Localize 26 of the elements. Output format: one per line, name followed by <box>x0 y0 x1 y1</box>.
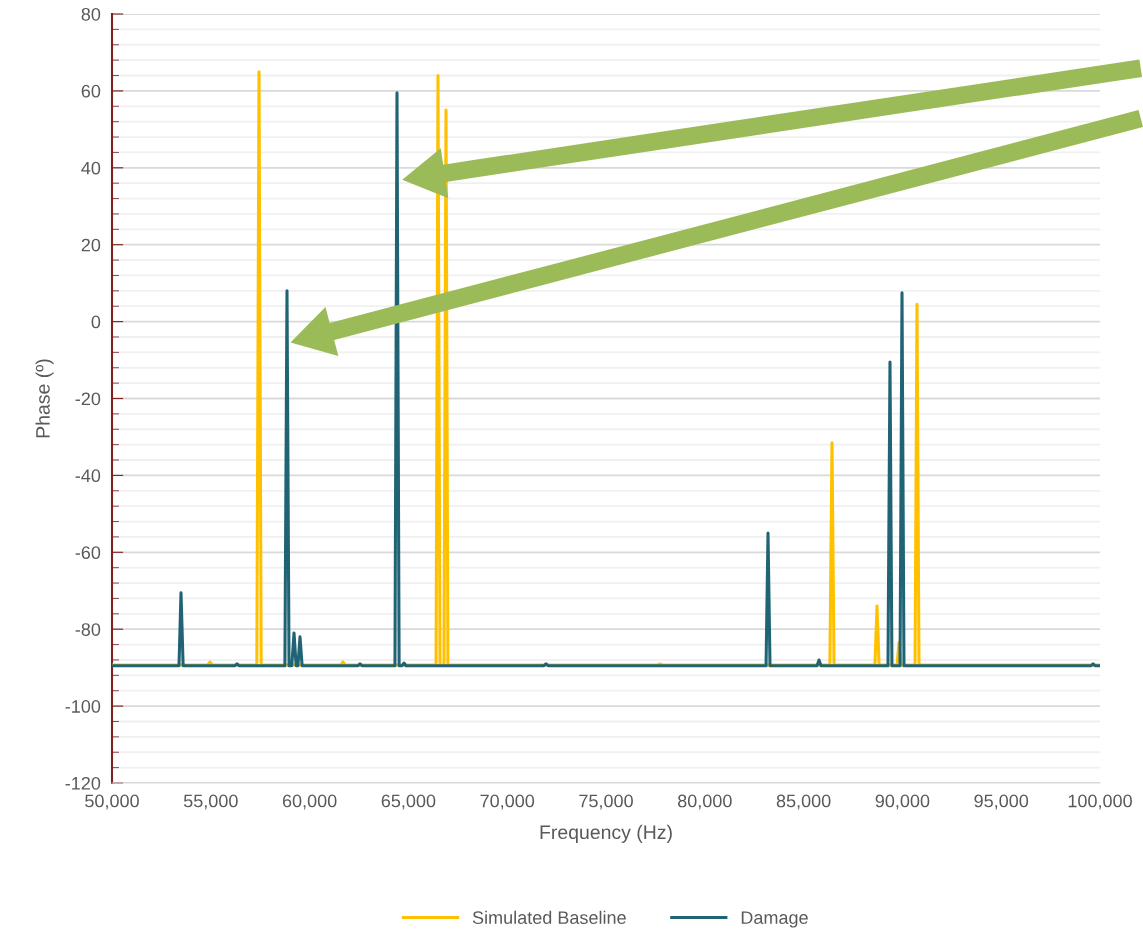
legend-label: Simulated Baseline <box>472 910 626 925</box>
x-tick-label: 85,000 <box>776 794 831 810</box>
y-tick-label: -100 <box>65 700 101 713</box>
y-tick-label: 0 <box>91 315 101 329</box>
x-axis-title: Frequency (Hz) <box>540 824 672 843</box>
y-axis-title: Phase (º) <box>35 359 54 438</box>
y-tick-label: -40 <box>75 469 101 483</box>
y-tick-label: 60 <box>81 84 101 98</box>
y-tick-label: -20 <box>75 392 101 406</box>
x-tick-label: 100,000 <box>1068 794 1132 810</box>
x-tick-label: 50,000 <box>85 794 139 810</box>
x-tick-label: 80,000 <box>677 794 732 810</box>
x-tick-label: 70,000 <box>480 794 535 810</box>
y-tick-label: -80 <box>75 623 101 636</box>
x-tick-label: 60,000 <box>282 794 337 810</box>
y-tick-label: 80 <box>81 7 101 21</box>
x-tick-label: 95,000 <box>974 794 1029 810</box>
y-tick-label: -60 <box>75 546 101 560</box>
legend-label: Damage <box>741 911 808 928</box>
x-tick-label: 55,000 <box>183 794 238 810</box>
x-tick-label: 75,000 <box>579 794 633 810</box>
y-tick-label: 40 <box>81 161 101 175</box>
x-tick-label: 90,000 <box>875 794 930 810</box>
x-tick-label: 65,000 <box>381 794 436 810</box>
y-tick-label: 20 <box>81 238 101 252</box>
y-tick-label: -120 <box>65 776 101 790</box>
